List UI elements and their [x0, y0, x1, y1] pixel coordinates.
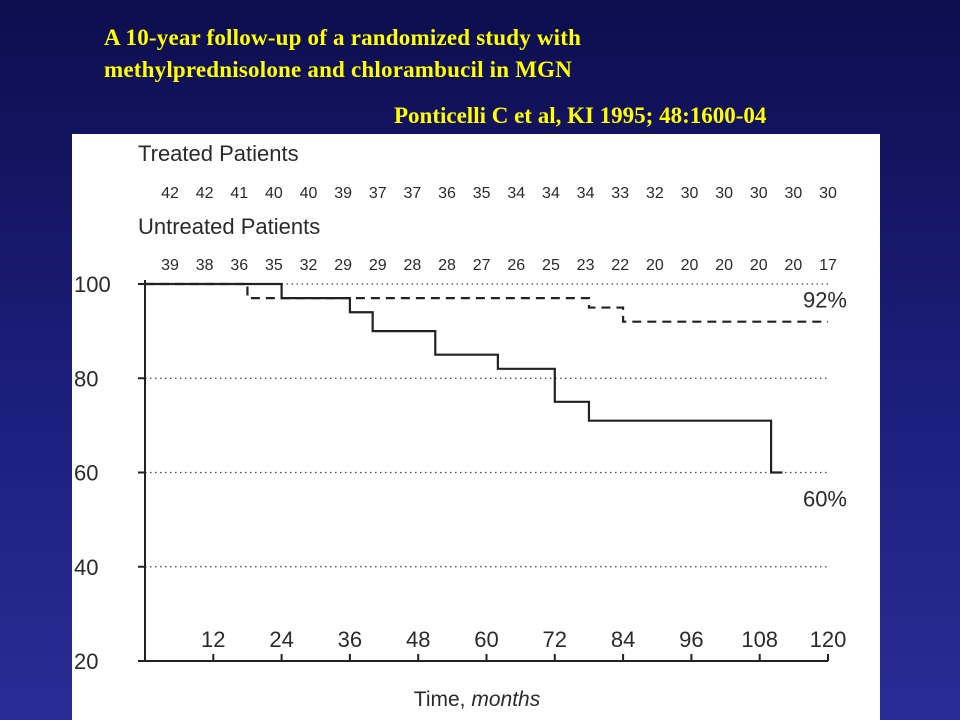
untreated-count: 36	[230, 257, 248, 274]
x-tick-label: 36	[338, 627, 362, 652]
series	[145, 282, 828, 474]
untreated-count: 22	[611, 257, 629, 274]
treated-count: 33	[611, 185, 629, 202]
x-tick-label: 60	[474, 627, 498, 652]
slide-title-line-2: methylprednisolone and chlorambucil in M…	[104, 57, 573, 82]
x-tick-label: 48	[406, 627, 430, 652]
curve-end-label: 92%	[803, 288, 847, 313]
untreated-count: 29	[369, 257, 387, 274]
labels: 92% 60%	[803, 288, 847, 512]
citation: Ponticelli C et al, KI 1995; 48:1600-04	[394, 103, 767, 128]
untreated-count: 26	[507, 257, 525, 274]
untreated-count: 28	[404, 257, 422, 274]
untreated-count: 20	[784, 257, 802, 274]
grid-lines	[145, 283, 828, 568]
untreated-count: 27	[473, 257, 491, 274]
treated-count: 39	[334, 185, 352, 202]
x-axis-title-prefix: Time,	[414, 688, 472, 711]
slide-title-line-1: A 10-year follow-up of a randomized stud…	[104, 25, 582, 50]
x-tick-label: 84	[611, 627, 635, 652]
treated-count: 35	[473, 185, 491, 202]
treated-count: 41	[230, 185, 248, 202]
untreated-count: 25	[542, 257, 560, 274]
y-tick-label: 40	[74, 555, 98, 580]
treated-count: 34	[542, 185, 560, 202]
treated-count: 37	[404, 185, 422, 202]
treated-count: 37	[369, 185, 387, 202]
untreated-count: 20	[750, 257, 768, 274]
untreated-count: 17	[819, 257, 837, 274]
y-tick-label: 100	[74, 272, 111, 297]
untreated-count: 23	[577, 257, 595, 274]
survival-curve-solid	[145, 282, 783, 474]
slide-title: A 10-year follow-up of a randomized stud…	[104, 22, 581, 86]
treated-count: 40	[300, 185, 318, 202]
untreated-count: 39	[161, 257, 179, 274]
untreated-count: 28	[438, 257, 456, 274]
treated-count: 42	[161, 185, 179, 202]
untreated-count: 20	[646, 257, 664, 274]
y-tick-label: 80	[74, 366, 98, 391]
survival-figure: Treated Patients Untreated Patients 42 42 41…	[72, 134, 880, 720]
curve-end-label: 60%	[803, 487, 847, 512]
x-tick-label: 108	[741, 627, 778, 652]
untreated-count: 20	[681, 257, 699, 274]
x-tick-label: 120	[810, 627, 847, 652]
treated-count: 42	[196, 185, 214, 202]
untreated-count: 29	[334, 257, 352, 274]
untreated-patients-label: Untreated Patients	[138, 214, 320, 239]
axes: 20 40 60 80 100 12 24 36 48 60 72 84 96 108 120	[74, 272, 846, 674]
treated-count: 34	[507, 185, 525, 202]
y-tick-label: 60	[74, 461, 98, 486]
treated-count: 30	[715, 185, 733, 202]
kaplan-meier-chart: Treated Patients Untreated Patients 42 42 41…	[74, 141, 847, 711]
x-axis-title: Time, months	[414, 688, 541, 711]
untreated-count: 32	[300, 257, 318, 274]
untreated-count: 20	[715, 257, 733, 274]
treated-count: 40	[265, 185, 283, 202]
untreated-count: 35	[265, 257, 283, 274]
treated-count: 32	[646, 185, 664, 202]
treated-count: 34	[577, 185, 595, 202]
treated-patients-label: Treated Patients	[138, 141, 299, 166]
x-tick-label: 72	[543, 627, 567, 652]
x-tick-label: 12	[201, 627, 225, 652]
risk-table: Treated Patients Untreated Patients 42 42 41…	[138, 141, 837, 274]
treated-count: 36	[438, 185, 456, 202]
treated-count: 30	[681, 185, 699, 202]
x-tick-label: 24	[269, 627, 293, 652]
treated-count: 30	[819, 185, 837, 202]
treated-count: 30	[750, 185, 768, 202]
x-tick-label: 96	[679, 627, 703, 652]
survival-curve-dashed	[145, 282, 828, 323]
x-axis-title-unit: months	[471, 688, 540, 711]
untreated-count: 38	[196, 257, 214, 274]
y-tick-label: 20	[74, 649, 98, 674]
treated-count: 30	[784, 185, 802, 202]
